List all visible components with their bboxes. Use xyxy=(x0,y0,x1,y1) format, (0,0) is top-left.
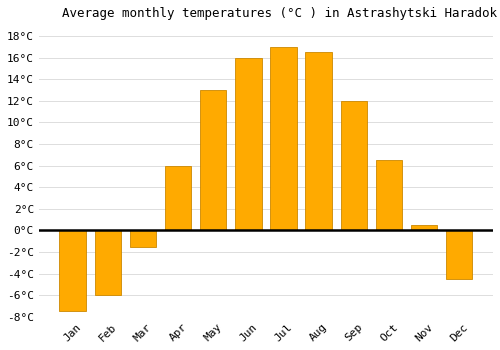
Text: Average monthly temperatures (°C ) in Astrashytski Haradok: Average monthly temperatures (°C ) in As… xyxy=(62,7,496,20)
Bar xyxy=(235,58,262,230)
Bar xyxy=(165,166,191,230)
Bar xyxy=(376,160,402,230)
Bar xyxy=(446,230,472,279)
Bar xyxy=(130,230,156,247)
Bar xyxy=(340,101,367,230)
Bar xyxy=(200,90,226,230)
Bar xyxy=(60,230,86,312)
Bar xyxy=(306,52,332,230)
Bar xyxy=(270,47,296,230)
Bar xyxy=(94,230,121,295)
Bar xyxy=(411,225,438,230)
